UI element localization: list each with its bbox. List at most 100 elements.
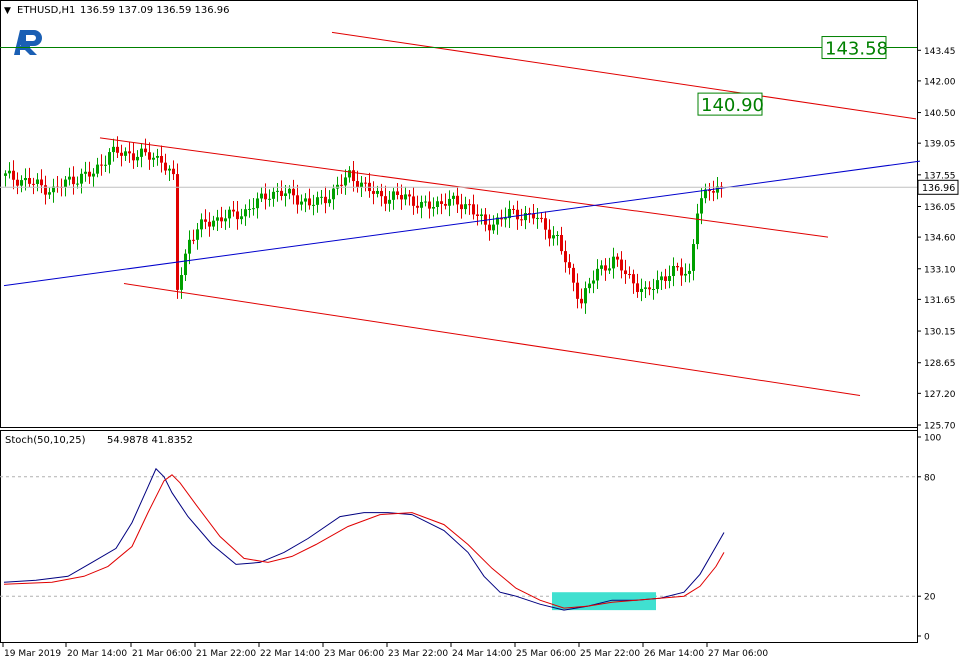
candle [164, 153, 167, 175]
candle [156, 148, 159, 166]
candle [672, 257, 675, 287]
stoch-signal-line [3, 474, 725, 609]
channel-top-line[interactable] [331, 31, 917, 120]
candle [168, 165, 171, 182]
candle [444, 193, 447, 210]
price-labels-layer: 143.58 140.90 [697, 36, 888, 116]
candle [720, 182, 723, 198]
candle-body [616, 256, 619, 260]
time-tick-label: 25 Mar 06:00 [516, 649, 576, 659]
candle-body [656, 280, 659, 290]
candle [560, 226, 563, 255]
candle-body [388, 199, 391, 204]
candle [132, 142, 135, 169]
time-tick-label: 21 Mar 22:00 [196, 649, 256, 659]
time-tick-label: 25 Mar 22:00 [580, 649, 640, 659]
candle [24, 168, 27, 191]
candle-body [532, 213, 535, 219]
candle-body [228, 209, 231, 219]
candle [576, 273, 579, 309]
candle [472, 194, 475, 220]
candle [76, 176, 79, 189]
candle [432, 197, 435, 217]
time-axis: 19 Mar 2019 20 Mar 14:00 21 Mar 06:00 21 Ma… [2, 643, 768, 659]
candle-body [492, 224, 495, 231]
candle-body [92, 173, 95, 177]
candle [524, 205, 527, 230]
candle-body [700, 198, 703, 214]
candle [100, 154, 103, 176]
candle [388, 190, 391, 212]
candle [160, 145, 163, 173]
drawings-layer[interactable] [0, 31, 921, 396]
candle [372, 181, 375, 205]
candle [712, 180, 715, 202]
candle-body [132, 153, 135, 161]
candle [216, 209, 219, 232]
collapse-triangle-icon[interactable]: ▼ [4, 6, 11, 16]
candle-body [240, 216, 243, 220]
candle [324, 186, 327, 214]
candle [332, 184, 335, 210]
candle [36, 173, 39, 192]
candle-body [208, 221, 211, 227]
candle [8, 162, 11, 179]
candle [312, 194, 315, 216]
candle [276, 183, 279, 202]
candle-body [360, 182, 363, 188]
candle-body [204, 219, 207, 222]
candle-body [108, 152, 111, 165]
candle-body [304, 198, 307, 202]
candle [664, 268, 667, 289]
candle [636, 273, 639, 298]
candle-body [424, 201, 427, 203]
time-tick-label: 22 Mar 14:00 [260, 649, 320, 659]
candle [84, 161, 87, 182]
candle-body [256, 198, 259, 209]
candle [604, 258, 607, 281]
candle [204, 209, 207, 230]
candle [108, 148, 111, 174]
candle [28, 167, 31, 188]
candle [488, 214, 491, 241]
candle [480, 208, 483, 225]
stoch-tick-label: 0 [924, 633, 930, 643]
candle [148, 142, 151, 170]
candle [172, 160, 175, 180]
candle-body [440, 201, 443, 204]
candle [16, 172, 19, 195]
candle-body [252, 208, 255, 210]
candle [440, 193, 443, 215]
candle-body [276, 190, 279, 192]
channel-lower-line[interactable] [123, 283, 861, 396]
candle-body [392, 191, 395, 200]
candle [104, 155, 107, 172]
candle-body [512, 208, 515, 210]
candle [64, 175, 67, 197]
candle-body [484, 214, 487, 225]
candle [12, 160, 15, 190]
candle [52, 178, 55, 203]
candle-body [648, 287, 651, 290]
candle [492, 215, 495, 234]
candle [320, 190, 323, 205]
candle-body [604, 265, 607, 271]
candle-body [292, 188, 295, 196]
candle-body [88, 171, 91, 177]
candle-body [668, 276, 671, 281]
price-tick-label: 139.05 [924, 140, 956, 150]
candle-body [408, 194, 411, 197]
candle-body [296, 195, 299, 205]
candle [268, 189, 271, 207]
candle [460, 193, 463, 219]
support-trendline[interactable] [3, 160, 921, 287]
candle [428, 191, 431, 219]
candle-body [588, 283, 591, 289]
candle [668, 265, 671, 289]
candle [116, 136, 119, 158]
candle [256, 192, 259, 219]
candle [152, 152, 155, 168]
candle-body [328, 199, 331, 204]
time-tick-label: 26 Mar 14:00 [644, 649, 704, 659]
